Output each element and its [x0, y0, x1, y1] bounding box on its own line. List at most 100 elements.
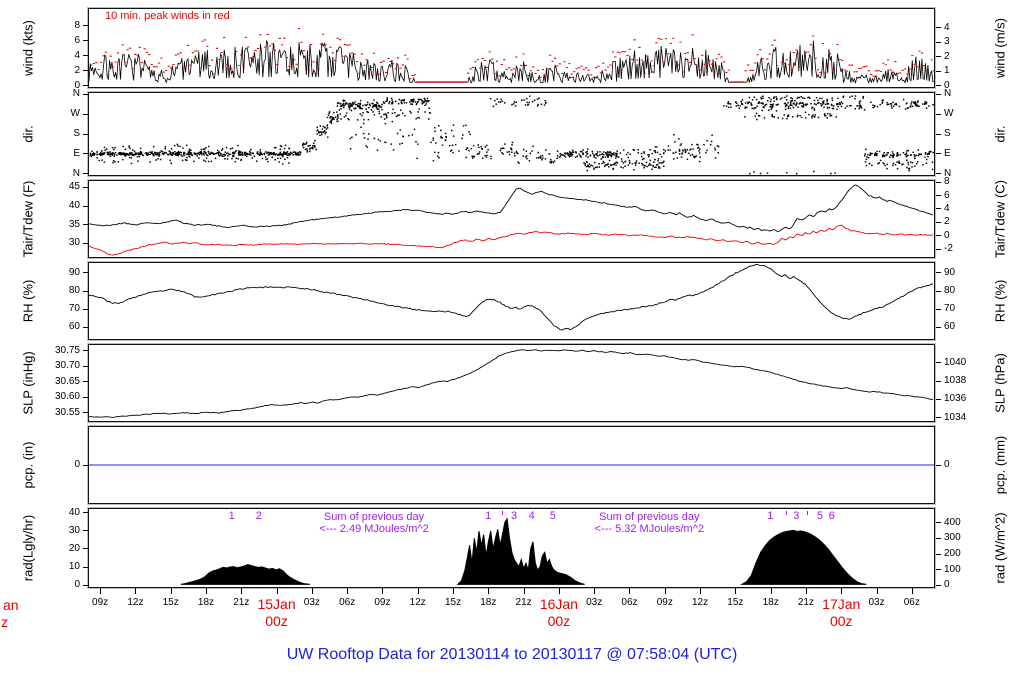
y-tick-label-left: 4	[74, 49, 80, 61]
chart-slp	[89, 349, 934, 418]
y-tick-label-left: N	[72, 88, 80, 100]
x-tick-label: 21z	[515, 597, 532, 608]
y-tick-label-right: 1040	[944, 356, 967, 368]
axis-label-rad-lgly: rad(Lgly/hr)	[20, 514, 36, 582]
x-tick-label: 06z	[339, 597, 356, 608]
y-tick-right	[936, 417, 941, 419]
axis-label-slp-hpa: SLP (hPa)	[992, 353, 1008, 413]
x-tick	[205, 588, 207, 594]
wind-peak-annotation: 10 min. peak winds in red	[105, 10, 230, 22]
panel-wind-direction	[88, 92, 935, 176]
x-date-sublabel: 00z	[265, 613, 288, 629]
rad-hour-tick	[502, 511, 504, 515]
rad-hour-marker: 1	[767, 510, 774, 522]
y-tick-label-left: 2	[74, 64, 80, 76]
y-tick-left	[83, 290, 88, 292]
x-tick	[735, 588, 737, 594]
y-tick-right	[936, 85, 941, 87]
y-tick-right	[936, 380, 941, 382]
chart-rh	[89, 263, 934, 331]
y-tick-label-right: -2	[944, 243, 953, 255]
x-tick	[100, 588, 102, 594]
x-tick-label: 18z	[762, 597, 779, 608]
x-tick	[523, 588, 525, 594]
y-tick-label-right: E	[944, 147, 951, 159]
rad-hour-marker: 1	[228, 510, 235, 522]
x-tick	[311, 588, 313, 594]
rad-hour-tick	[806, 511, 808, 515]
rad-hour-marker: 2	[255, 510, 262, 522]
y-tick-label-right: 2	[944, 216, 950, 228]
rad-sum-line2: <--- 2.49 MJoules/m^2	[319, 523, 429, 535]
x-tick	[700, 588, 702, 594]
x-tick	[664, 588, 666, 594]
x-tick-label: 06z	[903, 597, 920, 608]
x-tick-label: 21z	[233, 597, 250, 608]
x-tick-label: 12z	[127, 597, 144, 608]
x-tick	[770, 588, 772, 594]
y-tick-right	[936, 553, 941, 555]
y-tick-label-right: 0	[944, 579, 950, 591]
rad-hour-marker: 6	[828, 510, 835, 522]
y-tick-left	[83, 326, 88, 328]
y-tick-left	[83, 412, 88, 414]
y-tick-label-left: 30.70	[54, 360, 80, 372]
y-tick-label-left: S	[73, 128, 80, 139]
y-tick-right	[936, 522, 941, 524]
y-tick-label-left: E	[73, 147, 80, 159]
y-tick-right	[936, 308, 941, 310]
y-tick-left	[83, 350, 88, 352]
x-tick-label: 18z	[197, 597, 215, 608]
clipped-date-label: an	[3, 597, 19, 613]
x-tick-label: 03z	[303, 597, 320, 608]
y-tick-left	[83, 70, 88, 72]
x-tick-label: 09z	[374, 597, 391, 608]
y-tick-label-left: 30.60	[54, 391, 80, 403]
y-tick-label-left: 45	[68, 181, 80, 193]
y-tick-label-right: 400	[944, 516, 961, 528]
y-tick-label-left: N	[72, 167, 80, 179]
y-tick-label-right: W	[944, 108, 954, 120]
y-tick-label-right: 1036	[944, 393, 967, 405]
y-tick-left	[83, 186, 88, 188]
y-tick-left	[83, 566, 88, 568]
y-tick-right	[936, 464, 941, 466]
y-tick-label-left: 8	[74, 19, 80, 31]
x-tick	[241, 588, 243, 594]
rad-sum-annotation: Sum of previous day <--- 5.32 MJoules/m^2	[595, 511, 704, 535]
x-tick	[382, 588, 384, 594]
y-tick-right	[936, 221, 941, 223]
y-tick-label-right: 2	[944, 50, 950, 62]
y-tick-right	[936, 398, 941, 400]
y-tick-label-left: 70	[68, 303, 80, 315]
x-tick	[876, 588, 878, 594]
x-tick-major	[276, 588, 278, 594]
y-tick-label-right: 300	[944, 532, 961, 544]
y-tick-label-right: N	[944, 167, 952, 179]
rad-sum-line2: <--- 5.32 MJoules/m^2	[594, 523, 705, 535]
rad-sum-line1: Sum of previous day	[599, 511, 700, 523]
y-tick-label-right: 1034	[944, 411, 967, 423]
y-tick-left	[83, 85, 88, 87]
y-tick-label-right: 60	[944, 321, 956, 333]
y-tick-right	[936, 248, 941, 250]
y-tick-label-right: 0	[944, 459, 950, 470]
y-tick-right	[936, 272, 941, 274]
y-tick-left	[83, 153, 88, 155]
x-tick	[488, 588, 490, 594]
y-tick-right	[936, 173, 941, 175]
chart-temp	[89, 184, 934, 256]
y-tick-left	[83, 205, 88, 207]
y-tick-left	[83, 224, 88, 226]
y-tick-label-left: 6	[74, 34, 80, 46]
x-tick-label: 09z	[92, 597, 109, 608]
rad-hour-marker: 3	[510, 510, 518, 522]
axis-label-rh-right: RH (%)	[992, 279, 1008, 323]
y-tick-left	[83, 272, 88, 274]
y-tick-label-right: 90	[944, 266, 956, 278]
panel-relative-humidity	[88, 262, 935, 340]
rad-sum-line1: Sum of previous day	[323, 511, 425, 523]
y-tick-left	[83, 242, 88, 244]
y-tick-right	[936, 195, 941, 197]
